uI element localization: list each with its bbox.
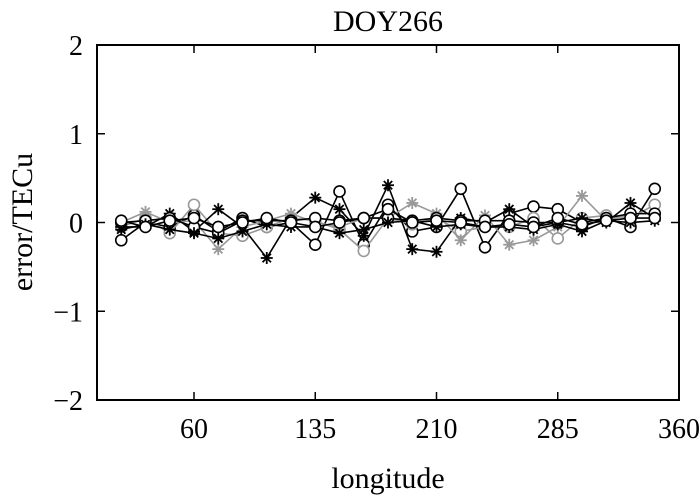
data-point [260, 252, 273, 264]
data-point [333, 227, 346, 240]
data-point [260, 211, 274, 225]
data-point [308, 220, 322, 234]
data-point [624, 211, 637, 225]
x-tick-label: 135 [294, 414, 336, 445]
data-point [406, 243, 419, 256]
data-point [551, 211, 565, 225]
data-point [527, 234, 540, 247]
data-point [333, 203, 346, 216]
data-point [503, 203, 516, 216]
data-point [284, 216, 298, 229]
data-point [187, 211, 201, 225]
x-tick-label: 360 [658, 414, 700, 445]
data-point [382, 179, 394, 192]
data-point [430, 245, 443, 258]
data-point [357, 223, 370, 236]
data-point [357, 211, 371, 225]
y-tick-label: −1 [53, 297, 83, 328]
data-point [624, 196, 637, 209]
data-point [648, 211, 662, 225]
data-point [236, 216, 249, 229]
data-point [308, 238, 322, 251]
y-tick-label: 2 [69, 31, 83, 62]
data-point [382, 216, 394, 229]
data-point [333, 216, 346, 229]
axis-ticks: 60 135 210 285 360 −2 −1 0 1 2 [53, 31, 700, 445]
chart-title: DOY266 [333, 5, 443, 38]
data-point [139, 220, 152, 234]
data-point [212, 243, 225, 256]
x-tick-label: 210 [416, 414, 458, 445]
y-tick-label: 1 [69, 120, 83, 151]
y-tick-label: 0 [69, 209, 83, 240]
data-point [478, 241, 492, 254]
data-point [575, 217, 589, 231]
data-point [599, 214, 613, 228]
data-point [454, 182, 468, 196]
data-point [454, 216, 468, 229]
data-point [211, 220, 225, 234]
data-point [188, 227, 200, 240]
data-point [309, 191, 322, 204]
data-point [502, 217, 516, 231]
x-tick-label: 285 [537, 414, 579, 445]
data-point [503, 238, 516, 251]
data-point [357, 244, 371, 258]
data-point [406, 196, 419, 209]
data-point [405, 216, 419, 229]
y-tick-label: −2 [53, 386, 83, 417]
data-point [478, 220, 492, 234]
series-group [114, 179, 662, 264]
data-point [212, 232, 225, 245]
data-point [454, 234, 467, 247]
data-point [381, 202, 395, 216]
data-point [527, 200, 540, 213]
data-point [163, 214, 177, 228]
data-point [114, 214, 128, 228]
data-point [648, 182, 662, 196]
data-point [333, 185, 346, 198]
data-point [551, 232, 565, 245]
data-point [212, 203, 225, 216]
data-point [527, 220, 540, 234]
y-axis-label: error/TECu [6, 153, 39, 291]
data-point [430, 214, 443, 228]
x-tick-label: 60 [180, 414, 208, 445]
data-point [114, 233, 128, 247]
x-axis-label: longitude [331, 462, 444, 495]
data-point [187, 198, 201, 212]
data-point [576, 189, 588, 202]
